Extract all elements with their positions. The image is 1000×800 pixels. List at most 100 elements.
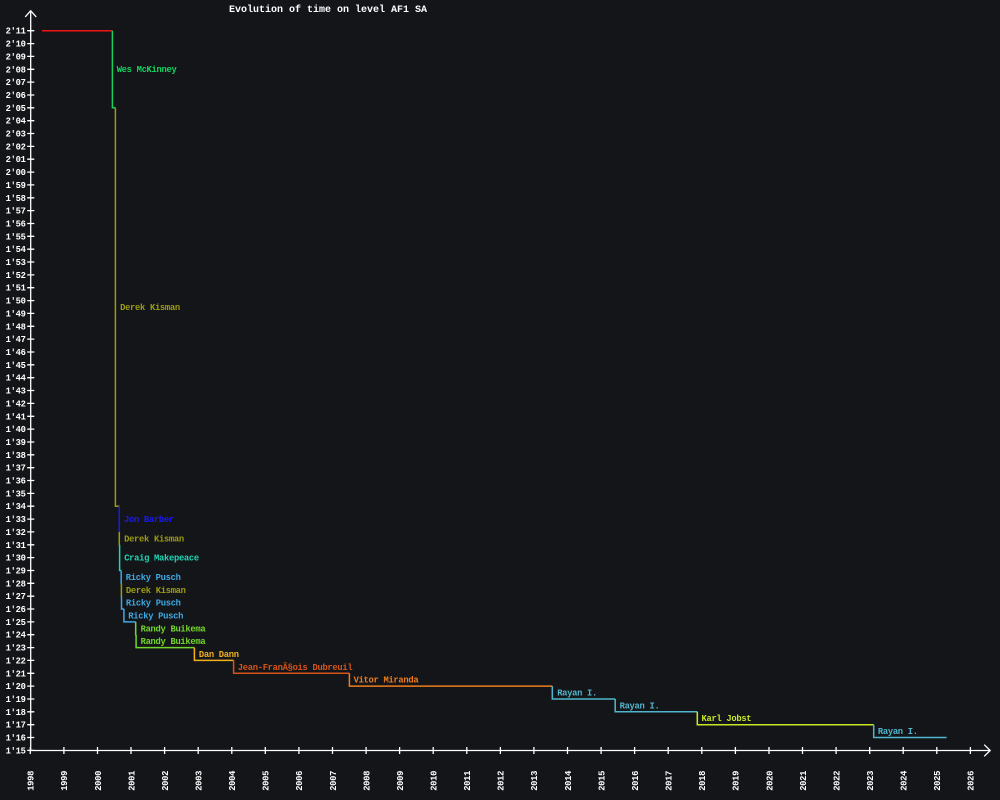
svg-text:2006: 2006 <box>295 771 305 791</box>
svg-text:1'23: 1'23 <box>6 644 26 654</box>
svg-text:2'02: 2'02 <box>6 142 26 152</box>
svg-text:Ricky Pusch: Ricky Pusch <box>128 612 183 622</box>
svg-text:1'17: 1'17 <box>6 721 26 731</box>
svg-text:Derek Kisman: Derek Kisman <box>126 586 186 596</box>
svg-text:1'18: 1'18 <box>6 708 26 718</box>
svg-text:1'54: 1'54 <box>6 245 27 255</box>
svg-text:1'25: 1'25 <box>6 618 26 628</box>
svg-text:2'04: 2'04 <box>6 117 27 127</box>
svg-text:1'51: 1'51 <box>6 284 26 294</box>
svg-text:2000: 2000 <box>94 771 104 791</box>
svg-text:2'08: 2'08 <box>6 65 26 75</box>
svg-text:1'52: 1'52 <box>6 271 26 281</box>
svg-text:1'47: 1'47 <box>6 335 26 345</box>
svg-text:2011: 2011 <box>463 771 473 791</box>
svg-text:1'33: 1'33 <box>6 515 26 525</box>
svg-text:1999: 1999 <box>60 771 70 791</box>
svg-text:2001: 2001 <box>127 771 137 791</box>
svg-text:1'31: 1'31 <box>6 541 26 551</box>
svg-text:1'34: 1'34 <box>6 502 27 512</box>
svg-text:1'38: 1'38 <box>6 451 26 461</box>
svg-text:2023: 2023 <box>866 771 876 791</box>
svg-text:2020: 2020 <box>765 771 775 791</box>
svg-text:Derek Kisman: Derek Kisman <box>120 303 180 313</box>
svg-text:2016: 2016 <box>631 771 641 791</box>
svg-text:2022: 2022 <box>832 771 842 791</box>
svg-text:1'32: 1'32 <box>6 528 26 538</box>
svg-text:1'19: 1'19 <box>6 695 26 705</box>
svg-text:Rayan I.: Rayan I. <box>557 689 597 699</box>
svg-text:2009: 2009 <box>396 771 406 791</box>
svg-text:2010: 2010 <box>430 771 440 791</box>
svg-text:Jon Barber: Jon Barber <box>124 515 174 525</box>
svg-text:1'59: 1'59 <box>6 181 26 191</box>
svg-text:Craig Makepeace: Craig Makepeace <box>124 554 199 564</box>
svg-text:Vitor Miranda: Vitor Miranda <box>354 676 420 686</box>
svg-text:2'03: 2'03 <box>6 130 26 140</box>
svg-text:Evolution of time on level AF1: Evolution of time on level AF1 SA <box>229 4 427 16</box>
svg-text:1'42: 1'42 <box>6 399 26 409</box>
svg-text:1'40: 1'40 <box>6 425 26 435</box>
svg-text:Rayan I.: Rayan I. <box>878 727 918 737</box>
svg-text:2'00: 2'00 <box>6 168 26 178</box>
svg-text:1'41: 1'41 <box>6 412 26 422</box>
svg-text:1'39: 1'39 <box>6 438 26 448</box>
svg-text:2026: 2026 <box>967 771 977 791</box>
svg-text:Randy Buikema: Randy Buikema <box>141 624 207 634</box>
svg-text:1'48: 1'48 <box>6 322 26 332</box>
svg-text:1'16: 1'16 <box>6 734 26 744</box>
svg-text:1'22: 1'22 <box>6 656 26 666</box>
svg-text:Rayan I.: Rayan I. <box>620 701 660 711</box>
svg-text:1'44: 1'44 <box>6 374 27 384</box>
svg-text:1'30: 1'30 <box>6 554 26 564</box>
svg-text:2013: 2013 <box>530 771 540 791</box>
svg-text:2'09: 2'09 <box>6 52 26 62</box>
svg-text:2025: 2025 <box>933 771 943 791</box>
svg-text:1'35: 1'35 <box>6 489 26 499</box>
svg-text:2005: 2005 <box>262 771 272 791</box>
svg-text:2'05: 2'05 <box>6 104 26 114</box>
svg-text:Ricky Pusch: Ricky Pusch <box>126 599 181 609</box>
svg-text:1'21: 1'21 <box>6 669 26 679</box>
svg-text:2'07: 2'07 <box>6 78 26 88</box>
svg-text:2019: 2019 <box>732 771 742 791</box>
svg-text:2'06: 2'06 <box>6 91 26 101</box>
svg-text:2'11: 2'11 <box>6 27 26 37</box>
svg-text:2012: 2012 <box>497 771 507 791</box>
svg-text:1'50: 1'50 <box>6 297 26 307</box>
svg-text:2018: 2018 <box>698 771 708 791</box>
svg-text:1'45: 1'45 <box>6 361 26 371</box>
svg-text:Derek Kisman: Derek Kisman <box>124 534 184 544</box>
svg-text:Karl Jobst: Karl Jobst <box>702 714 752 724</box>
svg-text:1'37: 1'37 <box>6 464 26 474</box>
svg-text:2015: 2015 <box>597 771 607 791</box>
svg-text:Wes McKinney: Wes McKinney <box>117 65 178 75</box>
svg-text:2007: 2007 <box>329 771 339 791</box>
svg-text:2024: 2024 <box>900 770 910 791</box>
svg-text:Randy Buikema: Randy Buikema <box>141 637 207 647</box>
svg-text:2002: 2002 <box>161 771 171 791</box>
svg-text:1'56: 1'56 <box>6 220 26 230</box>
svg-text:1'46: 1'46 <box>6 348 26 358</box>
svg-text:1'53: 1'53 <box>6 258 26 268</box>
svg-text:2004: 2004 <box>228 770 238 791</box>
svg-text:Jean-FranÃ§ois Dubreuil: Jean-FranÃ§ois Dubreuil <box>238 662 353 673</box>
svg-text:1'28: 1'28 <box>6 579 26 589</box>
svg-text:Ricky Pusch: Ricky Pusch <box>126 573 181 583</box>
svg-text:2'01: 2'01 <box>6 155 26 165</box>
svg-text:1'49: 1'49 <box>6 309 26 319</box>
svg-text:1'15: 1'15 <box>6 746 26 756</box>
svg-text:2'10: 2'10 <box>6 40 26 50</box>
svg-text:2003: 2003 <box>195 771 205 791</box>
svg-text:1'24: 1'24 <box>6 631 27 641</box>
svg-text:1'43: 1'43 <box>6 387 26 397</box>
svg-text:1'36: 1'36 <box>6 477 26 487</box>
svg-text:2008: 2008 <box>362 771 372 791</box>
svg-text:1'29: 1'29 <box>6 567 26 577</box>
svg-text:2017: 2017 <box>665 771 675 791</box>
svg-text:1'57: 1'57 <box>6 207 26 217</box>
svg-text:1'26: 1'26 <box>6 605 26 615</box>
svg-text:1'27: 1'27 <box>6 592 26 602</box>
svg-text:Dan Dann: Dan Dann <box>199 650 239 660</box>
svg-text:1'55: 1'55 <box>6 232 26 242</box>
